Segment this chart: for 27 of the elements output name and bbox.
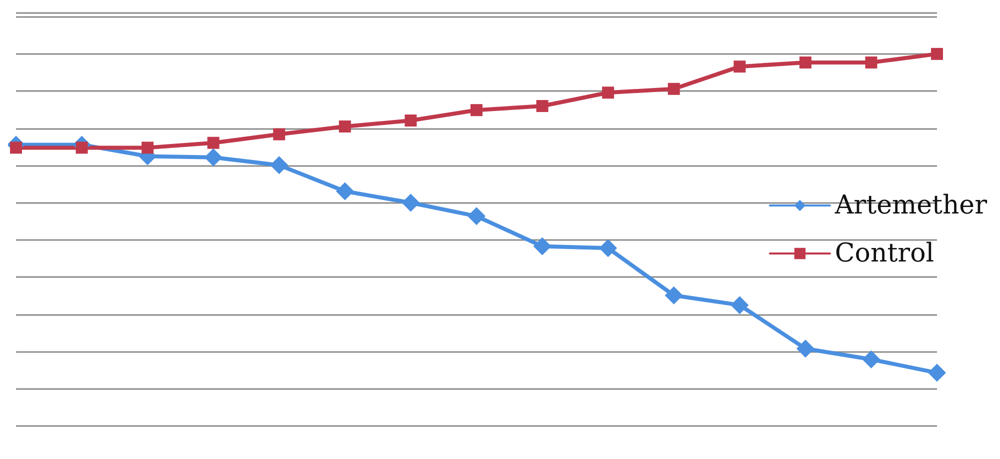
point [862,350,880,368]
point [664,286,683,304]
point [468,207,486,226]
point [668,82,680,95]
point [536,100,548,112]
point [602,86,614,99]
point [796,340,814,358]
point [599,239,618,258]
point [336,182,354,200]
point [730,296,749,314]
point [207,136,220,149]
legend-label: Artemether [834,190,988,220]
point [533,237,552,256]
point [273,128,286,140]
point [799,56,812,68]
point [204,148,222,166]
point [931,48,943,60]
point [142,142,154,154]
point [734,60,746,73]
point [865,56,878,68]
point [404,114,417,127]
point [338,120,351,132]
legend-label: Control [834,238,934,268]
point [270,156,288,174]
point [470,104,482,116]
point [928,364,946,382]
point [402,194,420,212]
